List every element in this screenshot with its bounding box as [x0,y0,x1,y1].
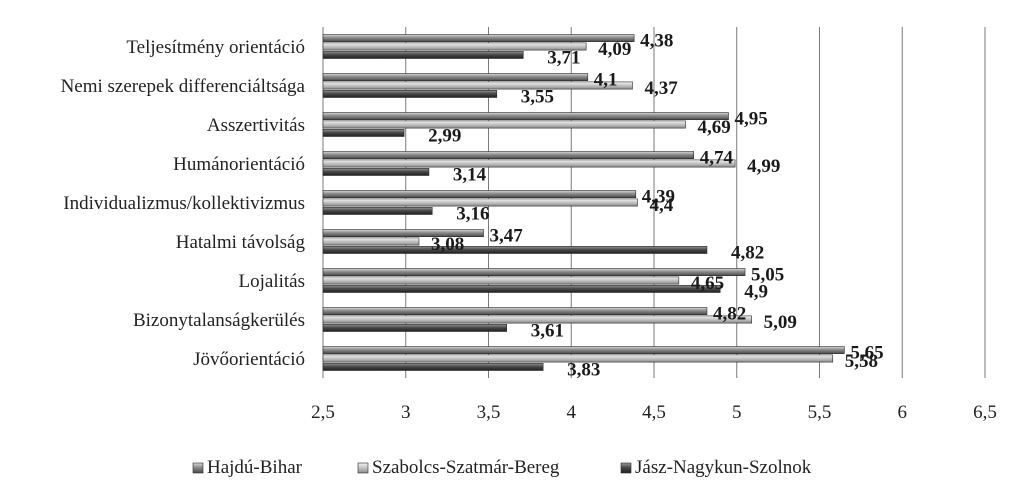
legend-swatch [620,462,632,474]
data-label: 3,61 [531,321,564,342]
legend: Hajdú-Bihar Szabolcs-Szatmár-Bereg Jász-Na… [192,457,812,478]
bar [322,246,708,254]
data-label: 4,99 [747,156,780,177]
bar [322,112,729,120]
x-tick-label: 3,5 [477,402,501,423]
x-tick-label: 4,5 [642,402,666,423]
bar [322,362,544,371]
bar [322,190,637,198]
category-label: Individualizmus/kollektivizmus [63,193,305,214]
data-label: 3,83 [567,360,600,381]
category-label: Lojalitás [239,271,305,292]
data-label: 4,95 [734,109,767,130]
data-label: 4,4 [649,195,673,216]
bar [322,120,686,129]
legend-swatch [192,462,204,474]
category-label: Bizonytalanságkerülés [133,310,305,331]
data-label: 3,47 [490,226,524,247]
bar [322,34,635,42]
data-label: 4,39 [642,187,675,208]
data-label: 3,55 [521,87,554,108]
category-label: Nemi szerepek differenciáltsága [61,76,306,97]
data-label: 4,37 [644,78,678,99]
bar [322,346,845,354]
bar [322,168,430,176]
bar [322,73,589,81]
data-label: 3,16 [456,204,489,225]
category-label: Humánorientáció [173,154,305,175]
x-tick-label: 3 [401,402,411,423]
data-label: 5,09 [764,312,797,333]
bar [322,207,433,215]
bar [322,198,638,207]
bar [322,354,834,363]
data-label: 4,38 [640,31,673,52]
data-label: 4,82 [713,304,746,325]
data-label: 4,65 [691,273,724,294]
data-label: 4,69 [697,117,730,138]
bar [322,129,405,137]
data-label: 3,08 [431,234,464,255]
bar [322,90,498,98]
bar [322,42,587,51]
data-label: 4,9 [744,282,768,303]
x-tick-label: 6 [898,402,908,423]
data-label: 5,65 [850,343,883,364]
legend-label: Jász-Nagykun-Szolnok [635,457,812,478]
value-labels: 4,38 4,09 3,71 4,1 4,37 3,55 4,954,69 2,99 4,74 4… [428,31,883,381]
bar [322,315,752,324]
x-tick-label: 2,5 [311,402,335,423]
bar [322,81,633,90]
data-label: 3,71 [547,48,580,69]
bar [322,159,736,168]
data-label: 3,14 [453,165,487,186]
bar [322,237,420,246]
category-label: Hatalmi távolság [176,232,306,253]
category-labels: Teljesítmény orientáció Nemi szerepek dif… [61,37,306,370]
data-label: 2,99 [428,126,461,147]
data-label: 4,74 [700,148,734,169]
data-label: 5,05 [751,265,784,286]
legend-label: Hajdú-Bihar [207,457,303,478]
legend-swatch [357,462,369,474]
x-tick-label: 4 [567,402,577,423]
bar [322,323,508,332]
bar [322,268,746,276]
legend-label: Szabolcs-Szatmár-Bereg [372,457,560,478]
data-label: 5,58 [845,351,878,372]
bar [322,307,708,315]
data-label: 4,09 [598,39,631,60]
bar [322,50,524,59]
x-tick-label: 5 [732,402,742,423]
bar [322,151,695,159]
category-label: Teljesítmény orientáció [126,37,305,58]
category-label: Jövőorientáció [193,349,305,370]
x-tick-label: 6,5 [973,402,997,423]
x-tick-label: 5,5 [808,402,832,423]
bar [322,284,721,293]
category-label: Asszertivitás [207,115,305,136]
bars [322,34,845,371]
data-label: 4,1 [594,70,618,91]
x-axis-ticks: 2,5 3 3,5 4 4,5 5 5,5 6 6,5 [311,402,997,423]
bar [322,276,680,285]
bar [322,229,484,237]
data-label: 4,82 [731,243,764,264]
